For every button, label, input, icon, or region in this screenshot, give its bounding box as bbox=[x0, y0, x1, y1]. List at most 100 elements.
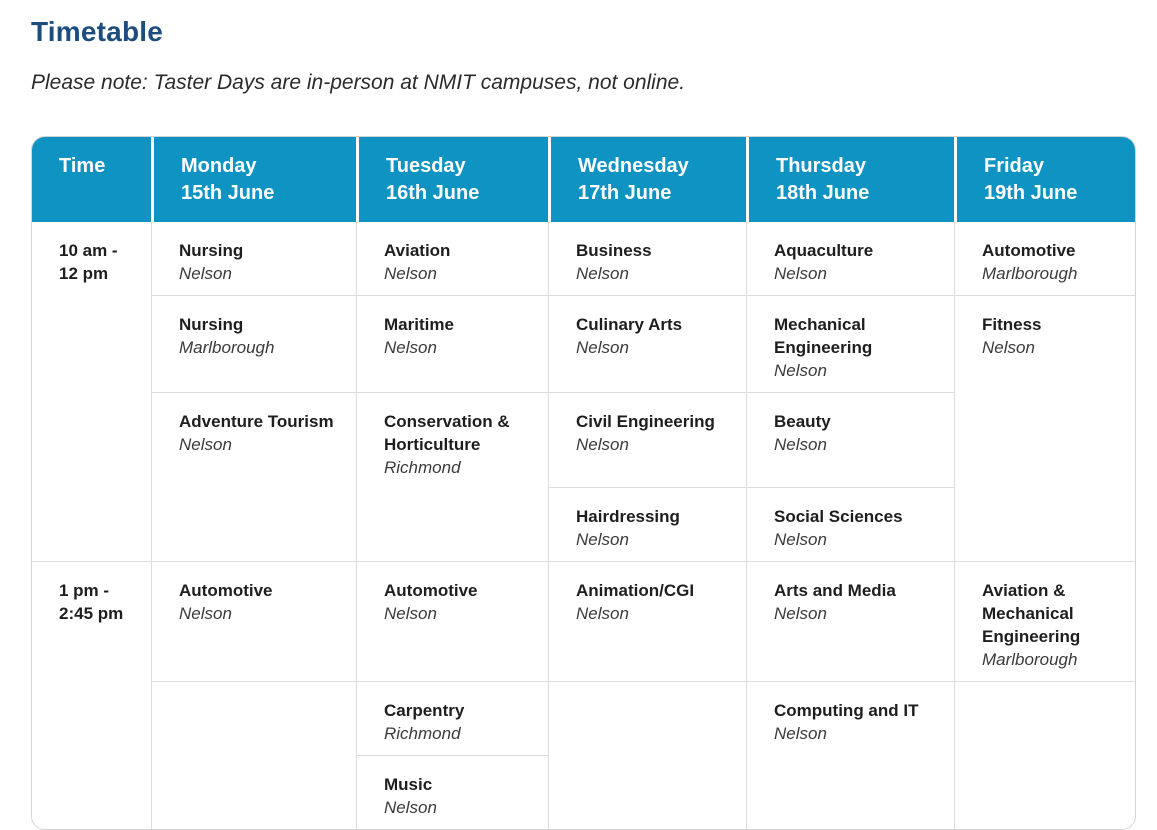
cell-monday-nursing-nelson: Nursing Nelson bbox=[151, 222, 356, 295]
table-row: Adventure Tourism Nelson Conservation & … bbox=[32, 392, 1135, 561]
cell-tuesday-conservation-horticulture: Conservation & Horticulture Richmond bbox=[356, 392, 548, 561]
time-slot-line2: 12 pm bbox=[59, 264, 109, 283]
course-campus: Nelson bbox=[774, 604, 827, 623]
cell-thursday-beauty: Beauty Nelson bbox=[746, 392, 954, 487]
cell-tuesday-music: Music Nelson bbox=[356, 755, 548, 829]
day-name: Thursday bbox=[776, 155, 867, 177]
page-title: Timetable bbox=[31, 16, 163, 47]
course-name: Culinary Arts bbox=[576, 315, 683, 334]
page-note: Please note: Taster Days are in-person a… bbox=[31, 71, 686, 94]
timetable-table: Time Monday 15th June Tuesday 16th June … bbox=[32, 137, 1135, 829]
time-slot-line2: 2:45 pm bbox=[59, 604, 124, 623]
cell-tuesday-automotive: Automotive Nelson bbox=[356, 561, 548, 681]
cell-monday-empty bbox=[151, 681, 356, 829]
course-campus: Richmond bbox=[384, 724, 461, 743]
course-campus: Nelson bbox=[774, 435, 827, 454]
day-date: 16th June bbox=[386, 182, 480, 204]
cell-friday-automotive: Automotive Marlborough bbox=[954, 222, 1135, 295]
table-row: Carpentry Richmond Computing and IT Nels… bbox=[32, 681, 1135, 829]
table-row: Music Nelson bbox=[32, 755, 1135, 829]
course-campus: Nelson bbox=[774, 724, 827, 743]
cell-monday-automotive: Automotive Nelson bbox=[151, 561, 356, 681]
course-name: Carpentry bbox=[384, 701, 465, 720]
course-name: Social Sciences bbox=[774, 507, 903, 526]
col-header-time-label: Time bbox=[59, 155, 106, 177]
col-header-time: Time bbox=[32, 137, 151, 222]
day-name: Friday bbox=[984, 155, 1045, 177]
cell-wednesday-civil-engineering: Civil Engineering Nelson bbox=[548, 392, 746, 487]
time-slot-morning: 10 am - 12 pm bbox=[32, 222, 151, 561]
course-name: Beauty bbox=[774, 412, 831, 431]
table-row: 10 am - 12 pm Nursing Nelson Aviation Ne… bbox=[32, 222, 1135, 561]
course-name: Music bbox=[384, 775, 433, 794]
course-name: Mechanical Engineering bbox=[774, 315, 873, 357]
cell-thursday-aquaculture: Aquaculture Nelson bbox=[746, 222, 954, 295]
course-campus: Nelson bbox=[576, 264, 629, 283]
course-name: Arts and Media bbox=[774, 581, 896, 600]
day-name: Tuesday bbox=[386, 155, 466, 177]
course-campus: Nelson bbox=[576, 604, 629, 623]
day-date: 19th June bbox=[984, 182, 1078, 204]
time-slot-afternoon: 1 pm - 2:45 pm bbox=[32, 561, 151, 829]
course-campus: Nelson bbox=[576, 338, 629, 357]
course-campus: Nelson bbox=[179, 435, 232, 454]
col-header-monday: Monday 15th June bbox=[151, 137, 356, 222]
course-campus: Nelson bbox=[384, 264, 437, 283]
cell-tuesday-aviation: Aviation Nelson bbox=[356, 222, 548, 295]
time-slot-line1: 1 pm - bbox=[59, 581, 110, 600]
col-header-friday: Friday 19th June bbox=[954, 137, 1135, 222]
timetable-header-row: Time Monday 15th June Tuesday 16th June … bbox=[32, 137, 1135, 222]
col-header-thursday: Thursday 18th June bbox=[746, 137, 954, 222]
course-name: Nursing bbox=[179, 315, 244, 334]
course-campus: Nelson bbox=[384, 604, 437, 623]
course-name: Civil Engineering bbox=[576, 412, 715, 431]
cell-thursday-social-sciences: Social Sciences Nelson bbox=[746, 487, 954, 561]
table-row: Hairdressing Nelson Social Sciences Nels… bbox=[32, 487, 1135, 561]
course-name: Automotive bbox=[179, 581, 273, 600]
course-campus: Richmond bbox=[384, 458, 461, 477]
cell-wednesday-empty bbox=[548, 681, 746, 829]
col-header-wednesday: Wednesday 17th June bbox=[548, 137, 746, 222]
course-name: Fitness bbox=[982, 315, 1042, 334]
day-date: 15th June bbox=[181, 182, 275, 204]
course-name: Business bbox=[576, 241, 652, 260]
course-name: Conservation & Horticulture bbox=[384, 412, 510, 454]
course-name: Aviation & Mechanical Engineering bbox=[982, 581, 1081, 646]
cell-friday-empty bbox=[954, 681, 1135, 829]
course-campus: Nelson bbox=[179, 604, 232, 623]
course-campus: Nelson bbox=[384, 798, 437, 817]
cell-wednesday-animation-cgi: Animation/CGI Nelson bbox=[548, 561, 746, 681]
course-campus: Nelson bbox=[384, 338, 437, 357]
cell-friday-aviation-mechanical-engineering: Aviation & Mechanical Engineering Marlbo… bbox=[954, 561, 1135, 681]
table-row: 1 pm - 2:45 pm Automotive Nelson Automot… bbox=[32, 561, 1135, 829]
course-name: Hairdressing bbox=[576, 507, 680, 526]
col-header-tuesday: Tuesday 16th June bbox=[356, 137, 548, 222]
course-name: Adventure Tourism bbox=[179, 412, 334, 431]
course-campus: Nelson bbox=[576, 530, 629, 549]
day-date: 18th June bbox=[776, 182, 870, 204]
course-name: Nursing bbox=[179, 241, 244, 260]
cell-wednesday-business: Business Nelson bbox=[548, 222, 746, 295]
cell-thursday-arts-and-media: Arts and Media Nelson bbox=[746, 561, 954, 681]
cell-monday-adventure-tourism: Adventure Tourism Nelson bbox=[151, 392, 356, 561]
course-campus: Nelson bbox=[774, 361, 827, 380]
course-campus: Marlborough bbox=[179, 338, 275, 357]
cell-wednesday-hairdressing: Hairdressing Nelson bbox=[548, 487, 746, 561]
cell-friday-fitness: Fitness Nelson bbox=[954, 295, 1135, 561]
time-slot-line1: 10 am - bbox=[59, 241, 118, 260]
day-date: 17th June bbox=[578, 182, 672, 204]
course-name: Aquaculture bbox=[774, 241, 874, 260]
course-campus: Marlborough bbox=[982, 264, 1078, 283]
day-name: Monday bbox=[181, 155, 257, 177]
course-name: Automotive bbox=[982, 241, 1076, 260]
day-name: Wednesday bbox=[578, 155, 689, 177]
course-campus: Marlborough bbox=[982, 650, 1078, 669]
course-name: Maritime bbox=[384, 315, 454, 334]
course-campus: Nelson bbox=[179, 264, 232, 283]
course-campus: Nelson bbox=[576, 435, 629, 454]
course-name: Aviation bbox=[384, 241, 451, 260]
table-row: Nursing Marlborough Maritime Nelson Culi… bbox=[32, 295, 1135, 561]
cell-thursday-computing-and-it: Computing and IT Nelson bbox=[746, 681, 954, 829]
timetable-table-container: Time Monday 15th June Tuesday 16th June … bbox=[31, 136, 1136, 830]
